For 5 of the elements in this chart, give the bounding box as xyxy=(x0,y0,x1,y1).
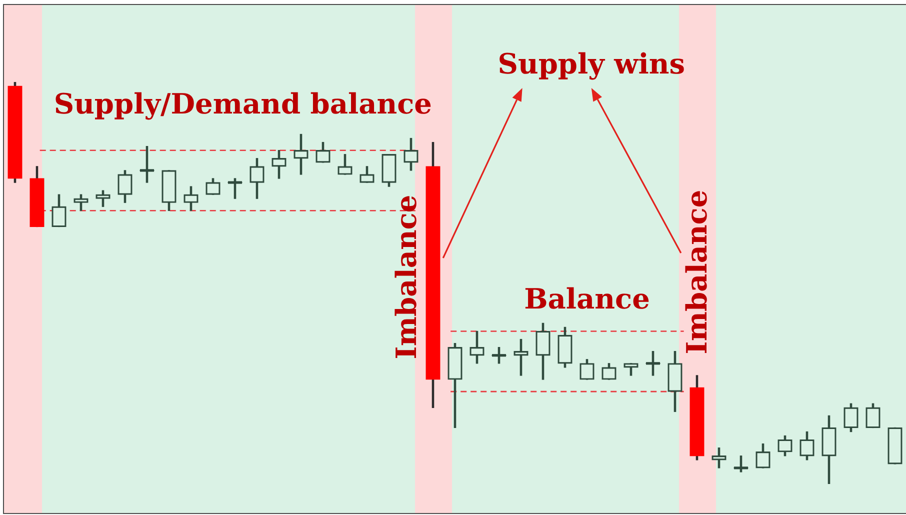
annotation: Balance xyxy=(524,282,650,316)
annotation: Imbalance xyxy=(680,190,714,354)
annotation: Imbalance xyxy=(390,194,424,360)
annotation: Supply/Demand balance xyxy=(54,87,432,120)
text: Supply wins xyxy=(498,47,686,80)
